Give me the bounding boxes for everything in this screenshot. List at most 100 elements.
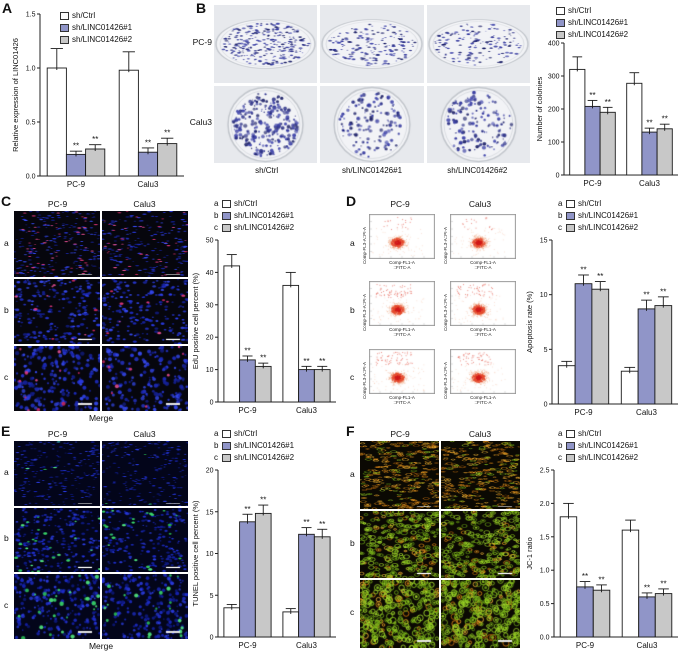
jc1-image-F-5 (441, 580, 520, 648)
flow-y-axis-label: Comp-FL3-A::PI-A (362, 361, 367, 399)
tunel-image-E-0 (14, 441, 100, 506)
colony-image-B-2 (426, 5, 530, 83)
edu-photo (102, 346, 188, 411)
chart-plot-c: EdU positive cell percent (%) 0 10 20 30 40 50… (190, 198, 340, 418)
legend-prefix-b: b (558, 210, 563, 220)
legend-swatch-sh1 (60, 23, 69, 32)
svg-text:PC-9: PC-9 (238, 641, 257, 650)
tunel-photo (14, 507, 100, 573)
tunel-image-E-4 (14, 574, 100, 639)
flow-image-D-1: Comp-FL3-A::PI-A Comp-FL1-A::FITC-A (441, 211, 520, 277)
legend-swatch-sh2 (566, 453, 575, 462)
jc1-photo (360, 441, 439, 509)
flow-column-headers: PC-9 Calu3 (360, 199, 520, 209)
legend-prefix-b: b (214, 210, 219, 220)
legend-entry: b sh/LINC01426#1 (558, 210, 638, 221)
legend-swatch-ctrl (566, 199, 575, 208)
legend-a: sh/Ctrl sh/LINC01426#1 sh/LINC01426#2 (60, 10, 132, 45)
tunel-image-E-1 (102, 441, 188, 506)
row-label-b: b (4, 305, 9, 315)
col-header-calu3: Calu3 (133, 429, 156, 439)
chart-plot-f: JC-1 ratio 0.0 0.5 1.0 1.5 2.0 2.5 ** ** PC-9 ** **… (524, 428, 682, 653)
svg-text:15: 15 (540, 238, 548, 245)
svg-text:PC-9: PC-9 (576, 641, 595, 650)
svg-text:**: ** (582, 572, 588, 581)
row-label-a: a (4, 238, 9, 248)
tunel-column-headers: PC-9 Calu3 (14, 429, 188, 439)
col-label-shctrl: sh/Ctrl (255, 166, 279, 175)
flow-image-D-2: Comp-FL3-A::PI-A Comp-FL1-A::FITC-A (360, 278, 439, 344)
legend-swatch-ctrl (222, 429, 231, 438)
svg-text:40: 40 (206, 270, 214, 277)
svg-text:**: ** (145, 138, 151, 147)
svg-text:JC-1 ratio: JC-1 ratio (525, 537, 534, 570)
svg-text:**: ** (662, 115, 668, 124)
tunel-photo (102, 574, 188, 639)
legend-prefix-c: c (558, 452, 562, 462)
legend-swatch-sh1 (556, 18, 565, 27)
legend-e: a sh/Ctrl b sh/LINC01426#1 c sh/LINC01426#2 (214, 428, 294, 463)
svg-text:Calu3: Calu3 (637, 641, 658, 650)
svg-text:Calu3: Calu3 (138, 180, 159, 189)
legend-prefix-b: b (214, 440, 219, 450)
edu-image-C-5 (102, 346, 188, 411)
svg-text:5: 5 (210, 593, 214, 600)
svg-text:**: ** (260, 496, 266, 505)
colony-photo (320, 85, 424, 163)
jc1-photo (441, 580, 520, 648)
chart-plot-a: Relative expression of LINC01426 0.0 0.5 1.… (10, 8, 188, 192)
legend-entry: sh/LINC01426#2 (556, 29, 628, 40)
legend-prefix-c: c (214, 222, 218, 232)
svg-text:**: ** (319, 520, 325, 529)
legend-prefix-a: a (214, 198, 219, 208)
legend-swatch-ctrl (222, 199, 231, 208)
legend-entry: sh/LINC01426#1 (60, 22, 132, 33)
row-label-a: a (350, 238, 355, 248)
tunel-photo (102, 507, 188, 573)
legend-entry: a sh/Ctrl (214, 428, 294, 439)
edu-image-C-4 (14, 346, 100, 411)
legend-label: sh/LINC01426#1 (578, 210, 639, 220)
flow-scatter-plot (369, 214, 435, 259)
legend-f: a sh/Ctrl b sh/LINC01426#1 c sh/LINC01426#2 (558, 428, 638, 463)
flow-y-axis-label: Comp-FL3-A::PI-A (443, 226, 448, 264)
svg-text:10: 10 (206, 551, 214, 558)
svg-text:400: 400 (548, 41, 560, 48)
flow-scatter-plot (369, 348, 435, 394)
bar-chart-apoptosis-rate: Apoptosis rate (%) 0 5 10 15 ** ** PC-9 ** ** Calu… (524, 198, 682, 420)
panel-letter-d: D (346, 193, 357, 209)
svg-text:100: 100 (548, 140, 560, 147)
legend-swatch-sh2 (566, 223, 575, 232)
svg-text:1.5: 1.5 (26, 12, 36, 19)
edu-image-C-1 (102, 211, 188, 277)
svg-text:Calu3: Calu3 (636, 408, 657, 417)
flow-image-D-0: Comp-FL3-A::PI-A Comp-FL1-A::FITC-A (360, 211, 439, 277)
legend-label: sh/Ctrl (234, 198, 258, 208)
jc1-photo (441, 510, 520, 579)
legend-entry: c sh/LINC01426#2 (214, 452, 294, 463)
legend-swatch-ctrl (556, 6, 565, 15)
legend-prefix-c: c (214, 452, 218, 462)
legend-swatch-ctrl (566, 429, 575, 438)
edu-photo (14, 278, 100, 344)
flow-scatter-plot (369, 281, 435, 327)
svg-text:EdU positive cell percent (%): EdU positive cell percent (%) (191, 272, 200, 369)
svg-text:**: ** (644, 583, 650, 592)
legend-label: sh/LINC01426#1 (234, 440, 295, 450)
legend-entry: sh/Ctrl (60, 10, 132, 21)
col-header-pc9: PC-9 (390, 199, 410, 209)
legend-label: sh/Ctrl (234, 428, 258, 438)
row-label-pc9: PC-9 (192, 37, 212, 47)
flow-x-axis-label: Comp-FL1-A::FITC-A (389, 260, 415, 270)
svg-text:200: 200 (548, 107, 560, 114)
legend-entry: b sh/LINC01426#1 (214, 440, 294, 451)
jc1-image-F-2 (360, 510, 439, 579)
jc1-image-F-4 (360, 580, 439, 648)
svg-text:**: ** (643, 291, 649, 300)
svg-text:Calu3: Calu3 (639, 179, 660, 188)
legend-entry: a sh/Ctrl (214, 198, 294, 209)
svg-text:PC-9: PC-9 (574, 408, 593, 417)
svg-text:10: 10 (206, 367, 214, 374)
tunel-image-E-5 (102, 574, 188, 639)
